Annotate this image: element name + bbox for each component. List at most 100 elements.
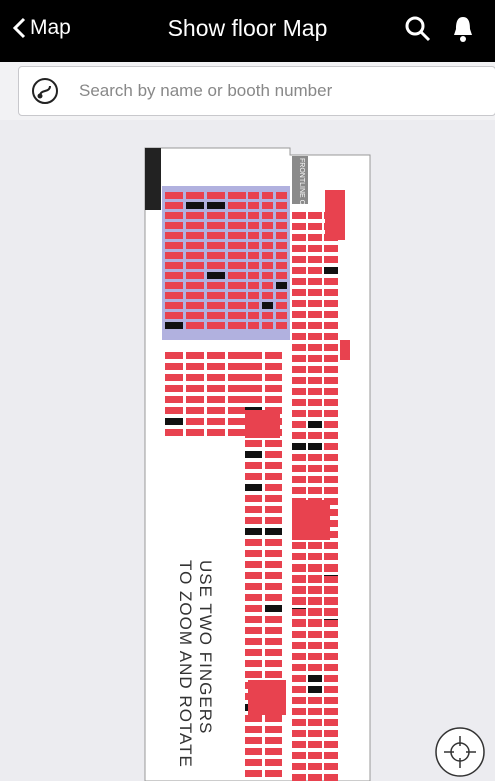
booth[interactable] [165, 212, 183, 219]
booth[interactable] [324, 620, 338, 627]
booth[interactable] [245, 539, 262, 546]
booth[interactable] [308, 432, 322, 439]
booth[interactable] [292, 344, 306, 351]
booth[interactable] [228, 352, 246, 359]
booth[interactable] [245, 748, 262, 755]
booth[interactable] [245, 726, 262, 733]
booth[interactable] [265, 385, 282, 392]
booth[interactable] [292, 388, 306, 395]
booth[interactable] [308, 542, 322, 549]
booth[interactable] [248, 262, 259, 269]
booth[interactable] [262, 272, 273, 279]
booth[interactable] [292, 245, 306, 252]
booth[interactable] [308, 642, 322, 649]
booth[interactable] [292, 476, 306, 483]
booth[interactable] [292, 454, 306, 461]
booth[interactable] [308, 289, 322, 296]
booth[interactable] [292, 741, 306, 748]
booth[interactable] [308, 212, 322, 219]
booth[interactable] [228, 242, 246, 249]
booth[interactable] [324, 708, 338, 715]
booth[interactable] [207, 232, 225, 239]
booth[interactable] [308, 267, 322, 274]
booth[interactable] [245, 616, 262, 623]
booth[interactable] [292, 443, 306, 450]
booth[interactable] [292, 212, 306, 219]
booth[interactable] [324, 653, 338, 660]
booth[interactable] [308, 675, 322, 682]
booth[interactable] [186, 302, 204, 309]
booth[interactable] [186, 418, 204, 425]
booth[interactable] [262, 222, 273, 229]
booth[interactable] [308, 245, 322, 252]
booth[interactable] [207, 352, 225, 359]
booth[interactable] [228, 429, 246, 436]
booth[interactable] [276, 222, 287, 229]
booth[interactable] [245, 550, 262, 557]
booth[interactable] [265, 363, 282, 370]
booth[interactable] [308, 664, 322, 671]
booth[interactable] [265, 737, 282, 744]
booth[interactable] [186, 374, 204, 381]
booth[interactable] [245, 517, 262, 524]
booth[interactable] [245, 671, 262, 678]
booth[interactable] [248, 202, 259, 209]
booth[interactable] [245, 627, 262, 634]
booth[interactable] [324, 587, 338, 594]
search-icon[interactable] [405, 16, 431, 42]
booth[interactable] [248, 222, 259, 229]
booth[interactable] [265, 517, 282, 524]
booth[interactable] [228, 262, 246, 269]
booth[interactable] [324, 366, 338, 373]
booth[interactable] [324, 487, 338, 494]
booth[interactable] [245, 352, 262, 359]
booth[interactable] [324, 631, 338, 638]
booth[interactable] [245, 660, 262, 667]
booth[interactable] [186, 282, 204, 289]
booth[interactable] [265, 550, 282, 557]
booth[interactable] [324, 443, 338, 450]
booth[interactable] [276, 232, 287, 239]
booth[interactable] [308, 730, 322, 737]
booth[interactable] [245, 638, 262, 645]
booth[interactable] [262, 212, 273, 219]
booth[interactable] [292, 664, 306, 671]
booth[interactable] [324, 256, 338, 263]
booth[interactable] [292, 465, 306, 472]
booth[interactable] [324, 741, 338, 748]
booth[interactable] [245, 385, 262, 392]
booth[interactable] [292, 576, 306, 583]
booth[interactable] [262, 262, 273, 269]
booth[interactable] [308, 487, 322, 494]
booth[interactable] [292, 487, 306, 494]
booth[interactable] [324, 432, 338, 439]
booth[interactable] [308, 355, 322, 362]
booth[interactable] [324, 476, 338, 483]
booth[interactable] [228, 374, 246, 381]
booth[interactable] [308, 587, 322, 594]
booth[interactable] [324, 399, 338, 406]
booth[interactable] [308, 686, 322, 693]
booth[interactable] [324, 421, 338, 428]
booth[interactable] [228, 418, 246, 425]
booth[interactable] [207, 322, 225, 329]
booth[interactable] [292, 223, 306, 230]
booth[interactable] [292, 500, 330, 540]
booth[interactable] [262, 292, 273, 299]
booth[interactable] [265, 583, 282, 590]
booth[interactable] [248, 282, 259, 289]
booth[interactable] [308, 333, 322, 340]
booth[interactable] [165, 385, 183, 392]
booth[interactable] [292, 587, 306, 594]
booth[interactable] [308, 553, 322, 560]
booth[interactable] [248, 212, 259, 219]
booth[interactable] [265, 506, 282, 513]
booth[interactable] [292, 542, 306, 549]
booth[interactable] [165, 272, 183, 279]
booth[interactable] [324, 598, 338, 605]
booth[interactable] [292, 675, 306, 682]
booth[interactable] [265, 528, 282, 535]
booth[interactable] [186, 232, 204, 239]
booth[interactable] [245, 528, 262, 535]
booth[interactable] [324, 278, 338, 285]
